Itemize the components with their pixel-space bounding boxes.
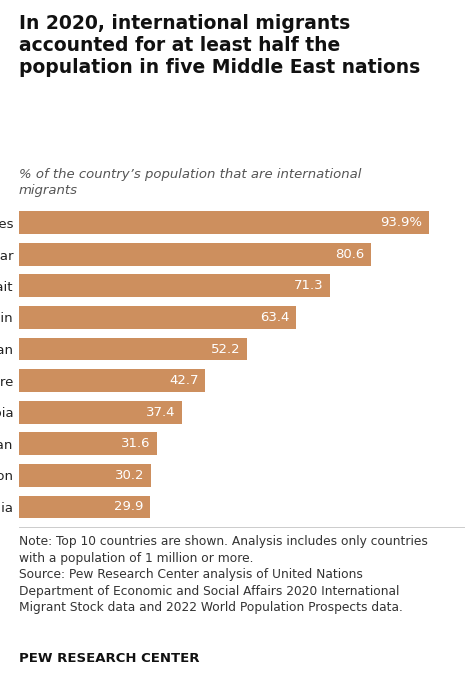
Text: 37.4: 37.4 (146, 406, 176, 419)
Text: 52.2: 52.2 (211, 343, 240, 355)
Text: 30.2: 30.2 (115, 469, 144, 482)
Text: 63.4: 63.4 (260, 311, 289, 324)
Bar (19, 306, 296, 329)
Text: In 2020, international migrants
accounted for at least half the
population in fi: In 2020, international migrants accounte… (19, 14, 420, 77)
Bar (19, 243, 371, 265)
Bar (19, 495, 150, 518)
Text: 42.7: 42.7 (169, 374, 199, 387)
Text: PEW RESEARCH CENTER: PEW RESEARCH CENTER (19, 652, 200, 665)
Bar (19, 211, 429, 234)
Bar (19, 369, 206, 392)
Bar (19, 464, 151, 486)
Text: 80.6: 80.6 (335, 248, 365, 261)
Bar (19, 338, 247, 361)
Text: 71.3: 71.3 (294, 279, 324, 292)
Text: % of the country’s population that are international
migrants: % of the country’s population that are i… (19, 168, 361, 197)
Bar (19, 433, 157, 455)
Text: Note: Top 10 countries are shown. Analysis includes only countries
with a popula: Note: Top 10 countries are shown. Analys… (19, 535, 428, 614)
Text: 31.6: 31.6 (121, 437, 150, 451)
Text: 29.9: 29.9 (114, 500, 143, 513)
Bar (19, 274, 330, 297)
Bar (19, 401, 182, 424)
Text: 93.9%: 93.9% (381, 216, 423, 229)
